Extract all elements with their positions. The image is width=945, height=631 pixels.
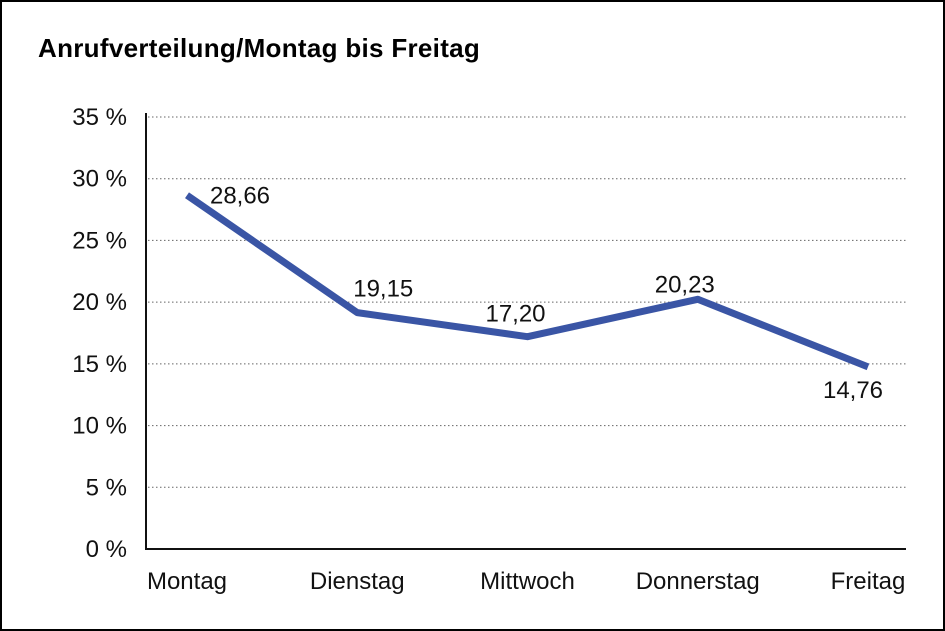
category-label: Freitag [831,568,906,595]
data-point-label: 19,15 [353,276,413,303]
y-tick-label: 15 % [72,351,127,378]
data-point-label: 20,23 [655,271,715,298]
y-tick-label: 35 % [72,104,127,131]
y-tick-label: 5 % [86,474,127,501]
data-point-label: 14,76 [823,377,883,404]
series-line [185,192,870,371]
data-point-label: 17,20 [485,301,545,328]
category-label: Donnerstag [636,568,760,595]
y-tick-label: 20 % [72,289,127,316]
y-tick-label: 10 % [72,413,127,440]
chart-title: Anrufverteilung/Montag bis Freitag [38,33,481,63]
category-label: Dienstag [310,568,405,595]
y-tick-label: 25 % [72,227,127,254]
y-tick-label: 30 % [72,166,127,193]
y-tick-label: 0 % [86,536,127,563]
category-label: Mittwoch [480,568,575,595]
data-point-label: 28,66 [210,182,270,209]
category-label: Montag [147,568,227,595]
